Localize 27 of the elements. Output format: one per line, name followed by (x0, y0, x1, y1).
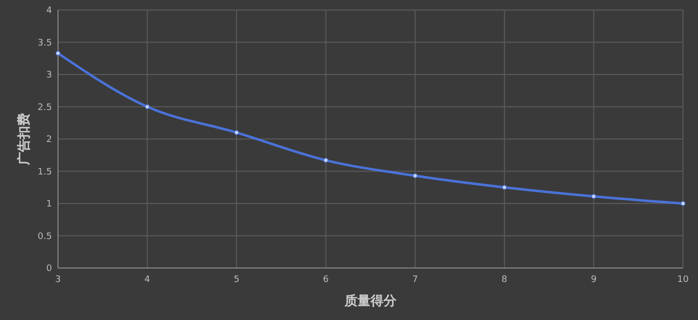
y-tick-label: 1 (46, 200, 52, 210)
x-tick-label: 3 (55, 275, 61, 285)
y-tick-label: 0.5 (38, 232, 52, 242)
y-tick-label: 2.5 (38, 102, 52, 113)
y-tick-label: 3 (46, 70, 52, 81)
x-tick-label: 4 (144, 275, 150, 285)
point (323, 158, 328, 163)
y-tick-label: 2 (46, 135, 52, 146)
point (56, 50, 60, 56)
y-tick-label: 0 (46, 264, 52, 274)
y-tick-label: 4 (46, 6, 52, 16)
y-axis-title: 广告扣费 (16, 113, 32, 166)
point (234, 130, 239, 135)
point (502, 184, 507, 190)
point (144, 104, 150, 110)
point (591, 194, 596, 199)
x-axis-title: 质量得分 (344, 293, 398, 309)
point (412, 173, 418, 178)
x-tick-label: 10 (677, 275, 689, 285)
x-tick-label: 8 (502, 275, 508, 285)
x-tick-label: 9 (590, 275, 597, 285)
point (680, 201, 686, 206)
x-tick-label: 5 (234, 275, 240, 285)
y-tick-label: 3.5 (38, 38, 52, 48)
x-tick-label: 6 (322, 275, 329, 285)
y-tick-label: 1.5 (38, 167, 52, 178)
x-tick-label: 7 (412, 275, 418, 285)
